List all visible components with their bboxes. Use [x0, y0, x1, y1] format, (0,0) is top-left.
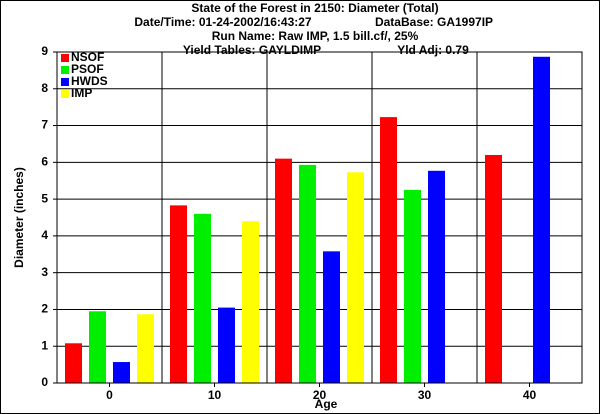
bar — [194, 213, 211, 383]
bar — [65, 343, 82, 383]
x-tick-label: 0 — [106, 388, 113, 402]
bar — [485, 154, 502, 383]
bar — [170, 205, 187, 383]
legend-swatch — [61, 78, 69, 86]
x-tick-label: 40 — [523, 388, 537, 402]
legend-swatch — [61, 66, 69, 74]
bar — [380, 117, 397, 383]
chart-subtitle: Run Name: Raw IMP, 1.5 bill.cf/, 25% — [212, 29, 419, 43]
chart-title: State of the Forest in 2150: Diameter (T… — [191, 1, 438, 15]
chart-subtitle: DataBase: GA1997IP — [375, 15, 493, 29]
bar — [347, 172, 364, 383]
chart-subtitle: Date/Time: 01-24-2002/16:43:27 — [134, 15, 312, 29]
bar — [137, 314, 154, 383]
y-tick-label: 0 — [41, 375, 48, 389]
plot-frame — [56, 51, 583, 384]
bar — [299, 164, 316, 383]
x-tick-label: 30 — [418, 388, 432, 402]
y-tick-label: 6 — [41, 155, 48, 169]
bar — [242, 221, 259, 383]
legend-label: IMP — [71, 86, 92, 100]
y-tick-label: 1 — [41, 338, 48, 352]
legend-label: HWDS — [71, 74, 108, 88]
bar — [323, 251, 340, 383]
legend-swatch — [61, 90, 69, 98]
y-tick-label: 5 — [41, 191, 48, 205]
y-tick-label: 7 — [41, 118, 48, 132]
y-tick-label: 8 — [41, 81, 48, 95]
chart-subtitle: Yield Tables: GAYLDIMP — [183, 43, 321, 57]
y-axis-label: Diameter (inches) — [12, 167, 26, 268]
y-tick-label: 2 — [41, 302, 48, 316]
legend-swatch — [61, 54, 69, 62]
bar — [89, 311, 106, 383]
y-tick-label: 4 — [41, 228, 48, 242]
bar — [428, 170, 445, 383]
bar — [533, 56, 550, 383]
legend-label: NSOF — [71, 50, 104, 64]
chart-subtitle: Yld Adj: 0.79 — [397, 43, 469, 57]
x-axis-label: Age — [315, 397, 338, 411]
bar — [218, 307, 235, 383]
x-tick-label: 10 — [208, 388, 222, 402]
bar — [113, 362, 130, 383]
bar — [404, 189, 421, 383]
x-tick-label: 20 — [313, 388, 327, 402]
bar — [275, 158, 292, 383]
y-tick-label: 9 — [41, 44, 48, 58]
legend-label: PSOF — [71, 62, 104, 76]
y-tick-label: 3 — [41, 265, 48, 279]
